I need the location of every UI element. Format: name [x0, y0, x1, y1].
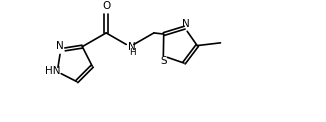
Text: S: S — [160, 56, 167, 66]
Text: N: N — [182, 19, 189, 29]
Text: HN: HN — [45, 66, 60, 76]
Text: N: N — [56, 41, 64, 51]
Text: N: N — [128, 42, 136, 52]
Text: O: O — [102, 1, 110, 11]
Text: H: H — [129, 48, 135, 57]
